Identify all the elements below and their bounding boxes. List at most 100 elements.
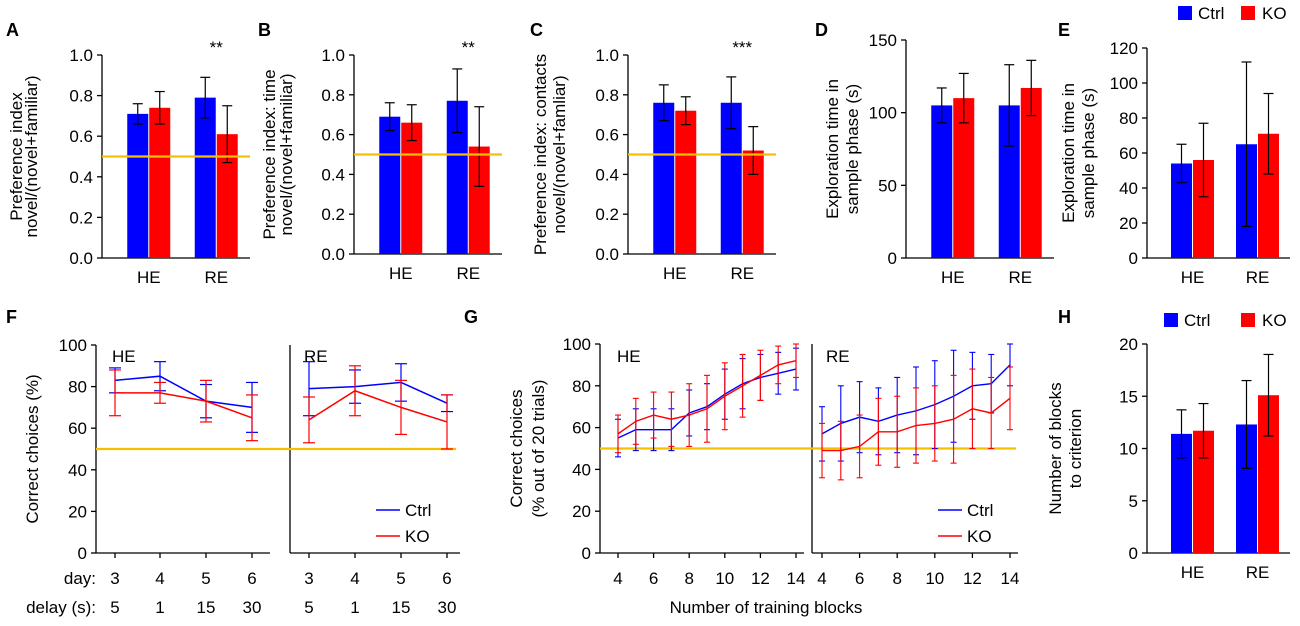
panel-f-re-delay-label: 30	[438, 598, 457, 617]
panel-b-y-tick-label: 0.0	[321, 245, 345, 264]
panel-g-label: G	[464, 307, 478, 327]
panel-b-bar-ctrl-re	[446, 100, 468, 255]
panel-e-y-tick-label: 100	[1110, 74, 1138, 93]
panel-e-y-tick-label: 60	[1119, 144, 1138, 163]
panel-c-y-tick-label: 1.0	[595, 46, 619, 65]
panel-g-he-x-tick-label: 12	[751, 569, 770, 588]
panel-d-y-tick-label: 150	[869, 31, 897, 50]
panel-h-x-tick-label: RE	[1246, 563, 1270, 582]
panel-d-bar-ctrl-re	[998, 105, 1020, 259]
panel-a-y-tick-label: 0.2	[69, 208, 93, 227]
panel-f-he-day-label: 5	[201, 569, 210, 588]
panel-c-x-tick-label: HE	[663, 264, 687, 283]
panel-g-x-label: Number of training blocks	[670, 598, 863, 617]
panel-d: D 0 50 100 150 Exploration time in sample phas…	[815, 20, 1054, 287]
panel-a-y-tick-label: 0.4	[69, 168, 93, 187]
panel-a-label: A	[6, 20, 19, 40]
panel-c-y-tick-label: 0.0	[595, 245, 619, 264]
legend-h-ko-swatch	[1241, 313, 1255, 327]
panel-g-re-x-tick-label: 4	[817, 569, 826, 588]
f-delay-row-label: delay (s):	[26, 598, 96, 617]
panel-c-bar-ctrl-he	[653, 102, 675, 254]
legend-top: Ctrl KO	[1178, 4, 1287, 23]
panel-g-y-tick-label: 0	[582, 544, 591, 563]
panel-g-re-x-tick-label: 6	[855, 569, 864, 588]
panel-f-re-day-label: 3	[304, 569, 313, 588]
panel-g-y-tick-label: 80	[572, 377, 591, 396]
panel-b-significance: **	[462, 38, 476, 57]
panel-d-y-tick-label: 50	[878, 176, 897, 195]
panel-g-he-title: HE	[617, 347, 641, 366]
panel-d-x-tick-label: HE	[941, 268, 965, 287]
panel-h-y-tick-label: 15	[1119, 387, 1138, 406]
panel-f-y-tick-label: 0	[78, 544, 87, 563]
panel-e-y-label: sample phase (s)	[1079, 88, 1098, 218]
panel-f-he-line-ctrl	[114, 375, 253, 409]
panel-e-y-tick-label: 80	[1119, 109, 1138, 128]
panel-g-he-x-tick-label: 8	[684, 569, 693, 588]
panel-g-y-tick-label: 20	[572, 502, 591, 521]
panel-h-label: H	[1058, 307, 1071, 327]
panel-g-he-x-tick-label: 14	[787, 569, 806, 588]
panel-f-re-delay-label: 1	[350, 598, 359, 617]
panel-a-y-tick-label: 0.6	[69, 127, 93, 146]
panel-a-bar-ctrl-re	[194, 97, 216, 258]
legend-g: Ctrl KO	[938, 501, 993, 546]
legend-f-ko-label: KO	[405, 527, 430, 546]
panel-f-y-tick-label: 40	[68, 461, 87, 480]
panel-g-y-label: (% out of 20 trials)	[529, 380, 548, 518]
panel-f-y-tick-label: 60	[68, 419, 87, 438]
panel-c: C 0.0 0.2 0.4 0.6 0.8 1.0 Preference index: con…	[530, 20, 776, 283]
panel-c-y-label: novel/(novel+famliar)	[550, 75, 569, 233]
panel-d-y-tick-label: 100	[869, 104, 897, 123]
panel-e-y-tick-label: 0	[1129, 249, 1138, 268]
panel-h-x-tick-label: HE	[1181, 563, 1205, 582]
legend-top-ko-label: KO	[1262, 4, 1287, 23]
panel-f-he-day-label: 4	[155, 569, 164, 588]
panel-a: A 0.0 0.2 0.4 0.6 0.8 1.0 Preference indexnovel…	[6, 20, 250, 287]
panel-g-re-x-tick-label: 12	[963, 569, 982, 588]
panel-e-y-tick-label: 40	[1119, 179, 1138, 198]
panel-f-re-delay-label: 15	[392, 598, 411, 617]
panel-g-re-x-tick-label: 8	[892, 569, 901, 588]
panel-d-y-label: Exploration time in	[823, 79, 842, 219]
panel-g-re-x-tick-label: 10	[925, 569, 944, 588]
panel-f-re-title: RE	[304, 347, 328, 366]
panel-h-y-tick-label: 0	[1129, 544, 1138, 563]
panel-f-re-day-label: 4	[350, 569, 359, 588]
panel-d-bar-ko-re	[1020, 87, 1042, 259]
panel-e-bar-ko-re	[1258, 133, 1279, 258]
panel-g-he-x-tick-label: 4	[613, 569, 622, 588]
panel-f-he-delay-label: 5	[110, 598, 119, 617]
legend-top-ko-swatch	[1241, 6, 1255, 20]
panel-c-y-tick-label: 0.8	[595, 86, 619, 105]
panel-f-he-line-ko	[115, 392, 253, 419]
panel-g-y-tick-label: 100	[563, 335, 591, 354]
panel-f-y-label: Correct choices (%)	[23, 374, 42, 523]
legend-h-ctrl-swatch	[1164, 313, 1178, 327]
panel-g-re-title: RE	[826, 347, 850, 366]
legend-f: Ctrl KO	[376, 501, 431, 546]
panel-b-y-tick-label: 0.8	[321, 86, 345, 105]
panel-d-y-tick-label: 0	[888, 249, 897, 268]
panel-a-bar-ctrl-he	[127, 113, 149, 259]
panel-f-he-title: HE	[112, 347, 136, 366]
panel-e-bar-ko-he	[1193, 160, 1214, 258]
panel-h: H 0 5 10 15 20 Number of blocks to criterion HE R…	[1046, 307, 1290, 582]
panel-e-x-tick-label: RE	[1246, 268, 1270, 287]
panel-g: G 0 20 40 60 80 100 Correct choices (% out of 20…	[464, 307, 1019, 617]
panel-b-label: B	[258, 20, 271, 40]
panel-f-y-tick-label: 80	[68, 378, 87, 397]
legend-h: Ctrl KO	[1164, 311, 1287, 330]
panel-a-bar-ko-he	[149, 107, 171, 258]
panel-c-bar-ko-he	[675, 110, 697, 254]
panel-a-y-label: Preference index	[7, 92, 26, 221]
legend-g-ko-label: KO	[967, 527, 992, 546]
panel-b: B 0.0 0.2 0.4 0.6 0.8 1.0 Preference index: tim…	[258, 20, 502, 283]
panel-e-label: E	[1058, 20, 1070, 40]
panel-h-bar-ctrl-re	[1236, 424, 1257, 553]
panel-b-y-label: Preference index: time	[260, 69, 279, 239]
panel-b-y-tick-label: 0.2	[321, 205, 345, 224]
panel-c-label: C	[530, 20, 543, 40]
